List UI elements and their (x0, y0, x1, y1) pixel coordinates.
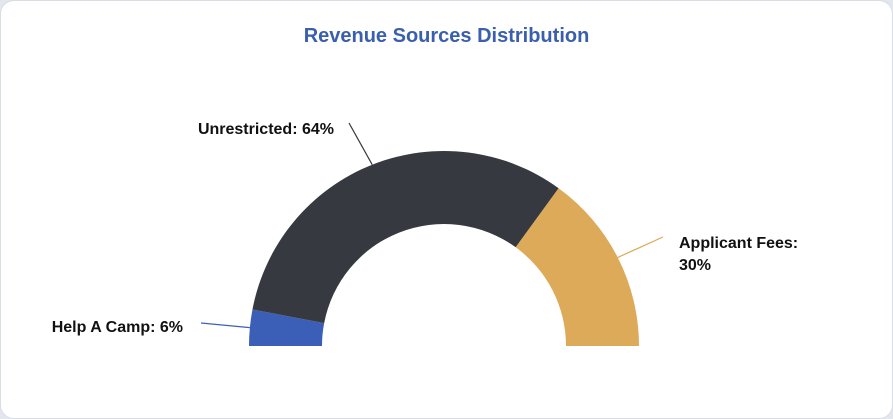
slice-label-help-a-camp: Help A Camp: 6% (52, 319, 183, 336)
leader-line-unrestricted (348, 122, 373, 165)
slice-label-line: 30% (679, 257, 711, 274)
chart-title: Revenue Sources Distribution (303, 25, 590, 47)
leader-line-help-a-camp (200, 322, 250, 329)
leader-line-applicant-fees (617, 236, 664, 259)
slice-label-applicant-fees: Applicant Fees: 30% (679, 235, 798, 274)
slice-label-line: Unrestricted: 64% (198, 121, 334, 138)
slice-help-a-camp (249, 309, 325, 346)
slice-label-line: Applicant Fees: (679, 235, 798, 252)
slice-label-line: Help A Camp: 6% (52, 319, 183, 336)
slice-unrestricted (252, 151, 559, 324)
slice-label-unrestricted: Unrestricted: 64% (198, 121, 334, 138)
slice-applicant-fees (515, 188, 639, 346)
